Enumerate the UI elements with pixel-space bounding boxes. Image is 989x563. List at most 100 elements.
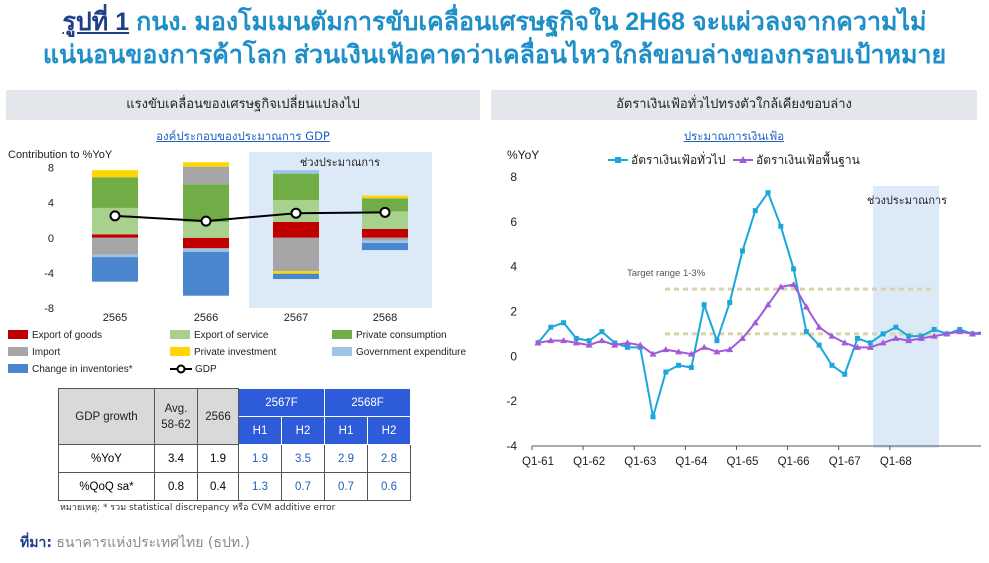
table-h1-2567: H1 xyxy=(238,416,282,445)
stacked-bar-segment xyxy=(362,195,408,199)
legend-label: Export of goods xyxy=(32,330,102,341)
headline-inflation-point xyxy=(867,340,873,346)
core-inflation-line xyxy=(537,283,981,356)
target-range-label: Target range 1-3% xyxy=(627,268,706,279)
core-inflation-point xyxy=(854,343,861,350)
bar-y-tick-label: -8 xyxy=(44,303,54,315)
core-inflation-point xyxy=(943,330,951,337)
legend-swatch xyxy=(170,347,190,356)
bar-x-tick-label: 2568 xyxy=(373,312,397,324)
stacked-bar-segment xyxy=(362,243,408,251)
stacked-bar-segment xyxy=(183,221,229,238)
table-col-avg: Avg. 58-62 xyxy=(154,388,198,445)
stacked-bar-segment xyxy=(273,173,319,201)
core-inflation-point xyxy=(790,281,798,288)
headline-inflation-point xyxy=(586,338,592,344)
bar-y-tick-label: -4 xyxy=(44,268,54,280)
gdp-line xyxy=(114,211,386,223)
core-inflation-point xyxy=(892,334,900,341)
core-inflation-point xyxy=(841,339,849,346)
bar-forecast-label: ช่วงประมาณการ xyxy=(300,157,380,169)
figure-number: รูปที่ 1 xyxy=(62,8,130,36)
stacked-bar-segment xyxy=(92,170,138,178)
line-y-tick-label: 4 xyxy=(510,260,517,274)
gdp-contribution-chart: ช่วงประมาณการ Contribution to %YoY -8 -4 0… xyxy=(8,149,467,375)
line-y-tick-label: 0 xyxy=(510,349,517,363)
left-panel-subtitle: องค์ประกอบของประมาณการ GDP xyxy=(156,129,330,143)
table-row: %QoQ sa* 0.8 0.4 1.3 0.7 0.7 0.6 xyxy=(58,472,411,501)
table-col-2567f: 2567F xyxy=(238,388,325,417)
legend-swatch xyxy=(8,364,28,373)
line-x-tick-label: Q1-66 xyxy=(778,456,810,468)
legend-label: GDP xyxy=(195,364,217,375)
table-cell: %YoY xyxy=(58,444,155,473)
table-note: หมายเหตุ: * รวม statistical discrepancy … xyxy=(60,503,336,513)
headline-inflation-point xyxy=(906,333,912,339)
legend-label: Change in inventories* xyxy=(32,364,133,375)
core-inflation-point xyxy=(879,339,887,346)
core-inflation-point xyxy=(598,337,606,344)
headline-inflation-point xyxy=(880,331,886,337)
core-inflation-point xyxy=(623,339,631,346)
core-inflation-point xyxy=(726,346,734,353)
core-inflation-point xyxy=(662,346,670,353)
headline-inflation-point xyxy=(663,369,669,375)
title-line-2: แน่นอนของการค้าโลก ส่วนเงินเฟ้อคาดว่าเคล… xyxy=(42,41,947,69)
bar-x-tick-label: 2567 xyxy=(284,312,308,324)
stacked-bar-segment xyxy=(183,251,229,296)
legend-swatch xyxy=(8,347,28,356)
core-inflation-point xyxy=(713,348,721,355)
core-inflation-point xyxy=(751,319,759,326)
headline-inflation-point xyxy=(676,362,682,368)
table-cell: 0.4 xyxy=(197,472,239,501)
right-panel-subtitle: ประมาณการเงินเฟ้อ xyxy=(683,129,785,143)
source-label: ที่มา: xyxy=(20,535,52,551)
stacked-bar-segment xyxy=(273,273,319,280)
line-x-tick-label: Q1-68 xyxy=(880,456,912,468)
line-x-tick-label: Q1-63 xyxy=(624,456,656,468)
core-inflation-point xyxy=(828,332,836,339)
legend-swatch xyxy=(332,347,352,356)
headline-inflation-point xyxy=(650,414,656,420)
legend-label: Government expenditure xyxy=(356,347,467,358)
right-panel-heading: อัตราเงินเฟ้อทั่วไปทรงตัวใกล้เคียงขอบล่า… xyxy=(491,90,977,120)
line-x-tick-label: Q1-65 xyxy=(726,456,758,468)
headline-inflation-point xyxy=(791,266,797,272)
core-inflation-point xyxy=(560,337,568,344)
stacked-bar-segment xyxy=(362,229,408,238)
headline-inflation-point xyxy=(803,329,809,335)
stacked-bar-segment xyxy=(92,234,138,238)
table-cell: 0.7 xyxy=(281,472,325,501)
headline-inflation-point xyxy=(688,365,694,371)
core-inflation-point xyxy=(815,323,823,330)
legend-label: อัตราเงินเฟ้อพื้นฐาน xyxy=(756,151,860,167)
left-panel-heading: แรงขับเคลื่อนของเศรษฐกิจเปลี่ยนแปลงไป xyxy=(6,90,480,120)
gdp-point xyxy=(109,210,121,222)
legend-swatch xyxy=(8,330,28,339)
headline-inflation-point xyxy=(714,338,720,344)
table-cell: 2.8 xyxy=(367,444,411,473)
line-x-tick-label: Q1-62 xyxy=(573,456,605,468)
headline-inflation-point xyxy=(842,371,848,377)
legend-swatch xyxy=(332,330,352,339)
headline-inflation-point xyxy=(778,223,784,229)
table-cell: 1.9 xyxy=(197,444,239,473)
table-cell: 3.4 xyxy=(154,444,198,473)
stacked-bar-segment xyxy=(362,237,408,241)
headline-inflation-point xyxy=(752,208,758,214)
headline-inflation-point xyxy=(548,324,554,330)
stacked-bar-segment xyxy=(362,211,408,229)
bar-y-tick-label: 0 xyxy=(48,233,54,245)
core-inflation-point xyxy=(866,343,874,350)
inflation-forecast-chart: ช่วงประมาณการ %YoY Target range 1-3% -4 -… xyxy=(506,148,981,468)
forecast-shade xyxy=(873,186,939,448)
table-h1-2568: H1 xyxy=(324,416,368,445)
stacked-bar-segment xyxy=(92,257,138,282)
stacked-bar-segment xyxy=(183,237,229,249)
stacked-bar-segment xyxy=(183,248,229,252)
core-inflation-point xyxy=(802,303,810,310)
legend-label: Export of service xyxy=(194,330,269,341)
line-y-tick-label: 2 xyxy=(510,305,517,319)
table-cell: 0.7 xyxy=(324,472,368,501)
legend-label: Private consumption xyxy=(356,330,447,341)
